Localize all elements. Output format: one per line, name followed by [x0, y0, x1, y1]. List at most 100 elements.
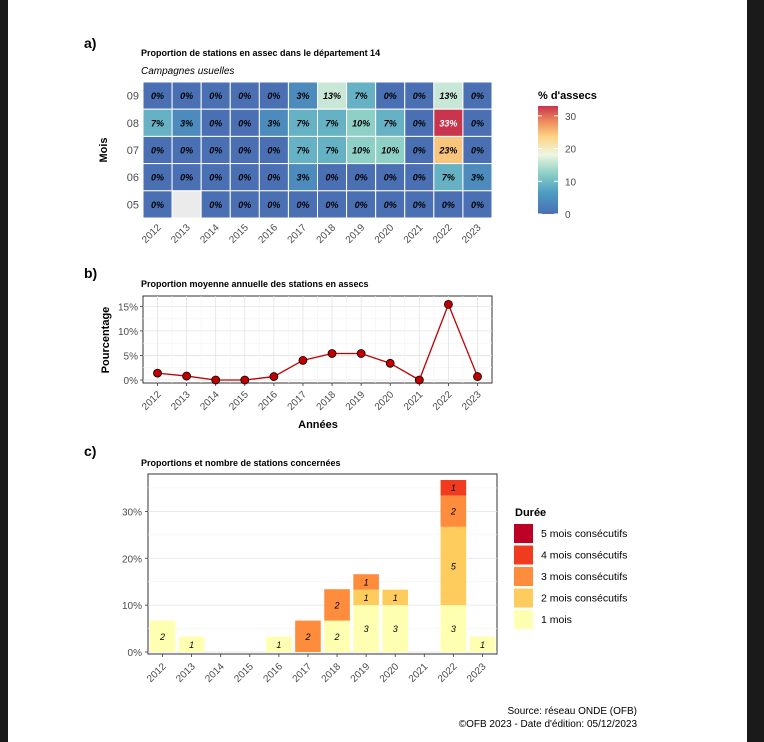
heatmap-cell-label: 0% — [413, 118, 426, 128]
heatmap-cell — [462, 190, 493, 219]
heatmap-legend-tick-label: 30 — [565, 112, 577, 123]
heatmap-cell-label: 0% — [267, 200, 280, 210]
bar-ytick-label: 0% — [128, 648, 143, 659]
heatmap-cell — [375, 81, 406, 110]
line-point — [240, 375, 250, 385]
heatmap-cell-label: 0% — [238, 118, 251, 128]
heatmap-cell-label: 10% — [352, 146, 370, 156]
panel-c-title: Proportions et nombre de stations concer… — [141, 458, 341, 468]
bar-legend-swatch — [514, 524, 533, 543]
bar-segment — [178, 636, 205, 652]
line-point — [211, 375, 221, 385]
panel-a-tag: a) — [84, 35, 96, 51]
line-xlabel: Années — [298, 419, 338, 431]
bar-xtick-label: 2019 — [349, 661, 373, 685]
heatmap-cell-label: 0% — [238, 173, 251, 183]
heatmap-legend-tick-label: 10 — [565, 177, 577, 188]
line-xtick-label: 2021 — [402, 389, 426, 413]
heatmap-cell-label: 3% — [296, 91, 309, 101]
line-ytick-label: 0% — [124, 376, 139, 387]
heatmap-year-label: 2021 — [402, 222, 426, 246]
heatmap-cell — [229, 190, 260, 219]
line-xtick-label: 2022 — [431, 389, 455, 413]
line-point — [269, 372, 279, 381]
bar-segment — [353, 574, 379, 590]
heatmap-cell — [462, 135, 493, 165]
bar-segment — [324, 589, 350, 621]
heatmap-cell — [287, 81, 318, 110]
bar-count-label: 3 — [451, 624, 456, 634]
heatmap-cell-label: 0% — [151, 173, 164, 183]
bar-plot-yticks: 30% 20% 10% 0% — [122, 507, 148, 659]
heatmap-cell-label: 0% — [413, 200, 426, 210]
bar-segment — [382, 605, 409, 652]
bar-plot-grid — [148, 487, 497, 653]
line-point — [327, 349, 337, 358]
line-point — [182, 371, 191, 381]
heatmap-year-label: 2020 — [373, 222, 397, 246]
bar-legend-swatch — [514, 610, 533, 629]
bar-xtick-label: 2014 — [203, 661, 227, 685]
heatmap-cell — [346, 108, 377, 137]
heatmap-cell-label: 0% — [151, 91, 164, 101]
line-xtick-label: 2020 — [373, 389, 397, 413]
bar-ytick-label: 10% — [122, 601, 142, 612]
heatmap-cell-label: 7% — [296, 118, 309, 128]
bar-plot-xticks: 2012 2013 2014 2015 2016 2017 2018 2019 2020 2021… — [145, 654, 489, 685]
bar-count-label: 1 — [364, 593, 369, 603]
line-point — [153, 368, 162, 378]
heatmap-cell — [404, 163, 435, 192]
heatmap-cell-label: 0% — [238, 146, 251, 156]
bar-xtick-label: 2018 — [320, 661, 344, 685]
heatmap-cell-label: 0% — [326, 173, 339, 183]
line-xtick-label: 2015 — [227, 389, 251, 413]
line-xtick-label: 2014 — [198, 389, 222, 413]
heatmap-cell-label: 0% — [326, 200, 339, 210]
heatmap-legend-tick-label: 0 — [565, 210, 571, 221]
line-plot-xticks: 2012 2013 2014 2015 2016 2017 2018 2019 2020 2021… — [140, 383, 484, 413]
heatmap-month-label: 08 — [127, 118, 139, 130]
line-xtick-label: 2023 — [460, 389, 484, 413]
bar-ytick-label: 30% — [122, 507, 142, 518]
line-xtick-label: 2013 — [169, 389, 193, 413]
heatmap-cell — [200, 190, 231, 219]
heatmap-cell — [200, 135, 231, 165]
heatmap-cell — [462, 108, 493, 137]
heatmap-cell-label: 0% — [180, 173, 193, 183]
heatmap-cell — [375, 190, 406, 219]
bar-count-label: 2 — [159, 632, 165, 642]
heatmap-cell — [287, 135, 318, 165]
heatmap-month-label: 09 — [127, 91, 139, 103]
heatmap-cell-label: 3% — [471, 173, 484, 183]
heatmap-cell-label: 3% — [180, 118, 193, 128]
heatmap-cell — [346, 81, 377, 110]
heatmap-cell-label: 0% — [180, 91, 193, 101]
line-point — [385, 358, 395, 368]
bar-xtick-label: 2013 — [174, 661, 198, 685]
heatmap-cell-label: 0% — [384, 173, 397, 183]
heatmap-cell-label: 0% — [442, 200, 455, 210]
panel-b-tag: b) — [84, 265, 97, 281]
bar-count-label: 2 — [304, 632, 310, 642]
bar-count-label: 3 — [364, 624, 369, 634]
bar-legend-label: 3 mois consécutifs — [541, 571, 627, 583]
heatmap-cell — [229, 108, 260, 137]
bar-count-label: 5 — [451, 562, 457, 572]
bar-count-label: 2 — [450, 507, 456, 517]
bar-segment — [324, 620, 350, 652]
heatmap-cell — [200, 163, 231, 192]
line-xtick-label: 2016 — [256, 389, 280, 413]
heatmap-cell-label: 0% — [267, 173, 280, 183]
heatmap-cell — [258, 163, 289, 192]
heatmap-year-label: 2018 — [315, 222, 339, 246]
bar-segment — [353, 605, 379, 652]
heatmap-cell-label: 0% — [151, 146, 164, 156]
panel-b-title: Proportion moyenne annuelle des stations… — [141, 279, 369, 289]
heatmap-cell — [433, 81, 464, 110]
heatmap-cell-label: 7% — [326, 118, 339, 128]
heatmap-cell — [404, 108, 435, 137]
heatmap-cell-label: 0% — [180, 146, 193, 156]
footer-source: Source: réseau ONDE (OFB) — [508, 706, 637, 717]
heatmap-cell-label: 3% — [296, 173, 309, 183]
line-point — [444, 299, 453, 309]
